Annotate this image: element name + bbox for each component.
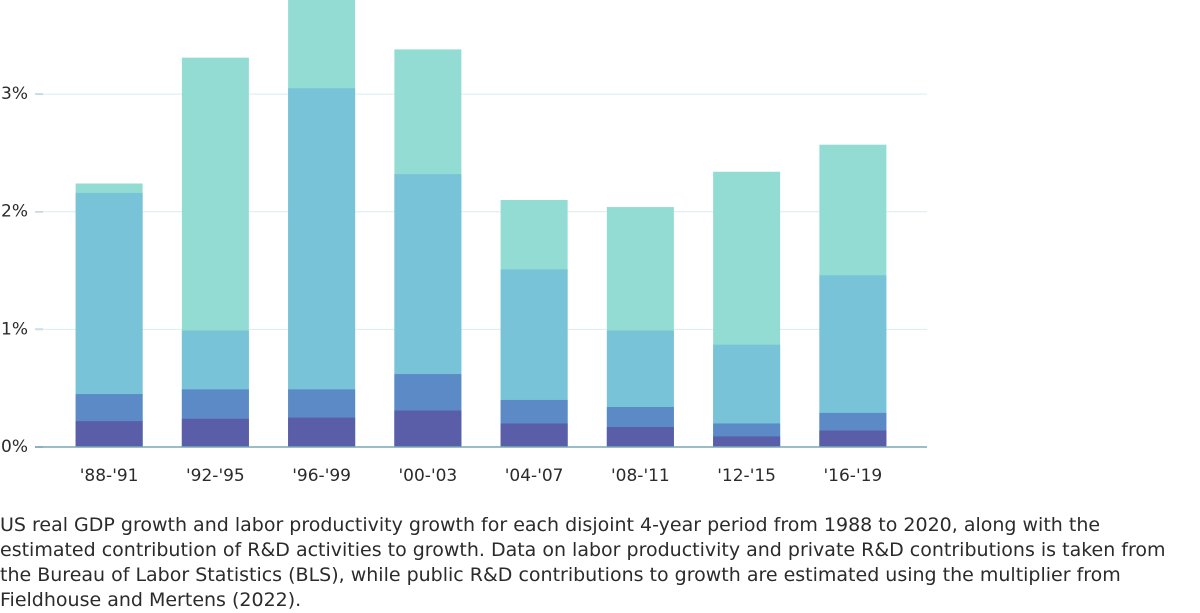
bar [500, 423, 568, 447]
caption: US real GDP growth and labor productivit… [0, 514, 1166, 611]
bar [288, 88, 356, 447]
bar [288, 417, 356, 447]
x-tick-label: '16-'19 [824, 466, 883, 486]
x-tick-label: '96-'99 [292, 466, 351, 486]
x-tick-label: '92-'95 [186, 466, 245, 486]
bars [75, 0, 887, 448]
page: 0% 1% 2% 3% '88-'91 '92-'95 '96-'99 '00-'03 '04-… [0, 0, 1166, 611]
bar [75, 421, 143, 447]
chart: 0% 1% 2% 3% '88-'91 '92-'95 '96-'99 '00-'03 '04-… [1, 0, 927, 486]
bar [606, 427, 674, 447]
x-tick-label: '88-'91 [80, 466, 139, 486]
bar [181, 418, 249, 447]
y-tick-label: 0% [1, 437, 28, 457]
x-tick-label: '04-'07 [505, 466, 564, 486]
bar [394, 410, 462, 447]
bar [819, 430, 887, 447]
x-tick-label: '08-'11 [611, 466, 670, 486]
x-tick-label: '00-'03 [399, 466, 458, 486]
grid [35, 93, 927, 448]
y-tick-label: 3% [1, 84, 28, 104]
labels: 0% 1% 2% 3% '88-'91 '92-'95 '96-'99 '00-'03 '04-… [1, 84, 882, 486]
x-tick-label: '12-'15 [717, 466, 776, 486]
y-tick-label: 2% [1, 202, 28, 222]
y-tick-label: 1% [1, 319, 28, 339]
bar [713, 436, 781, 447]
